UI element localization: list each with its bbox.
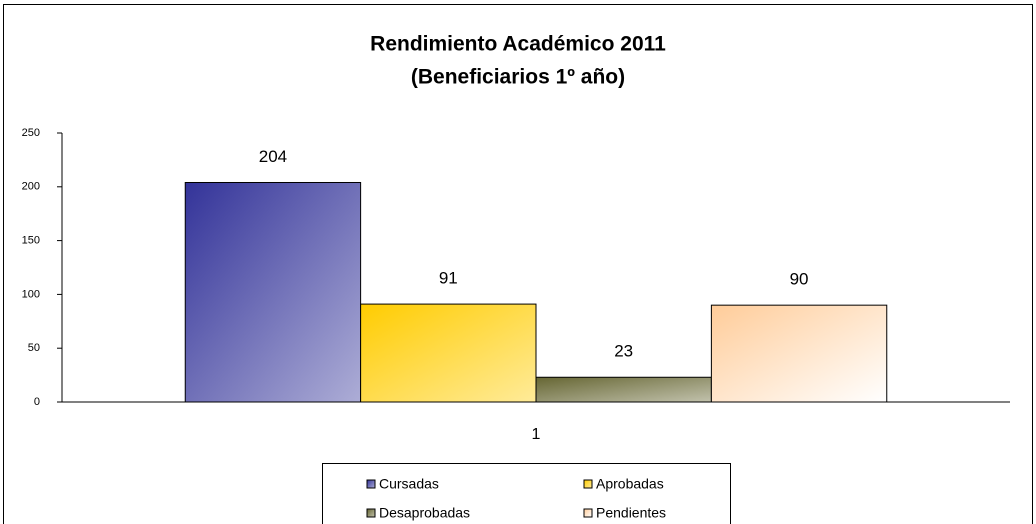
legend-swatch	[366, 479, 376, 489]
y-tick-label: 150	[22, 235, 40, 247]
bar	[710, 304, 888, 403]
y-tick-label: 0	[34, 396, 40, 408]
legend-swatch	[583, 508, 593, 518]
x-tick-label: 1	[532, 426, 541, 443]
y-tick-label: 50	[28, 342, 40, 354]
bar	[184, 181, 362, 403]
legend-label: Aprobadas	[596, 476, 664, 492]
legend-swatch	[366, 508, 376, 518]
value-label: 91	[439, 269, 458, 288]
y-tick-label: 250	[22, 127, 40, 139]
legend-box	[322, 463, 731, 524]
chart-title: Rendimiento Académico 2011	[370, 33, 666, 56]
value-label: 204	[259, 147, 287, 166]
value-label: 90	[790, 270, 809, 289]
y-tick-label: 200	[22, 181, 40, 193]
value-label: 23	[614, 342, 633, 361]
bar	[535, 376, 712, 403]
legend-swatch	[583, 479, 593, 489]
legend-label: Pendientes	[596, 505, 666, 521]
y-tick-label: 100	[22, 288, 40, 300]
chart-title: (Beneficiarios 1º año)	[411, 66, 625, 89]
legend-label: Desaprobadas	[379, 505, 470, 521]
legend-label: Cursadas	[379, 476, 439, 492]
bar	[360, 303, 537, 403]
chart-border	[3, 4, 1033, 524]
